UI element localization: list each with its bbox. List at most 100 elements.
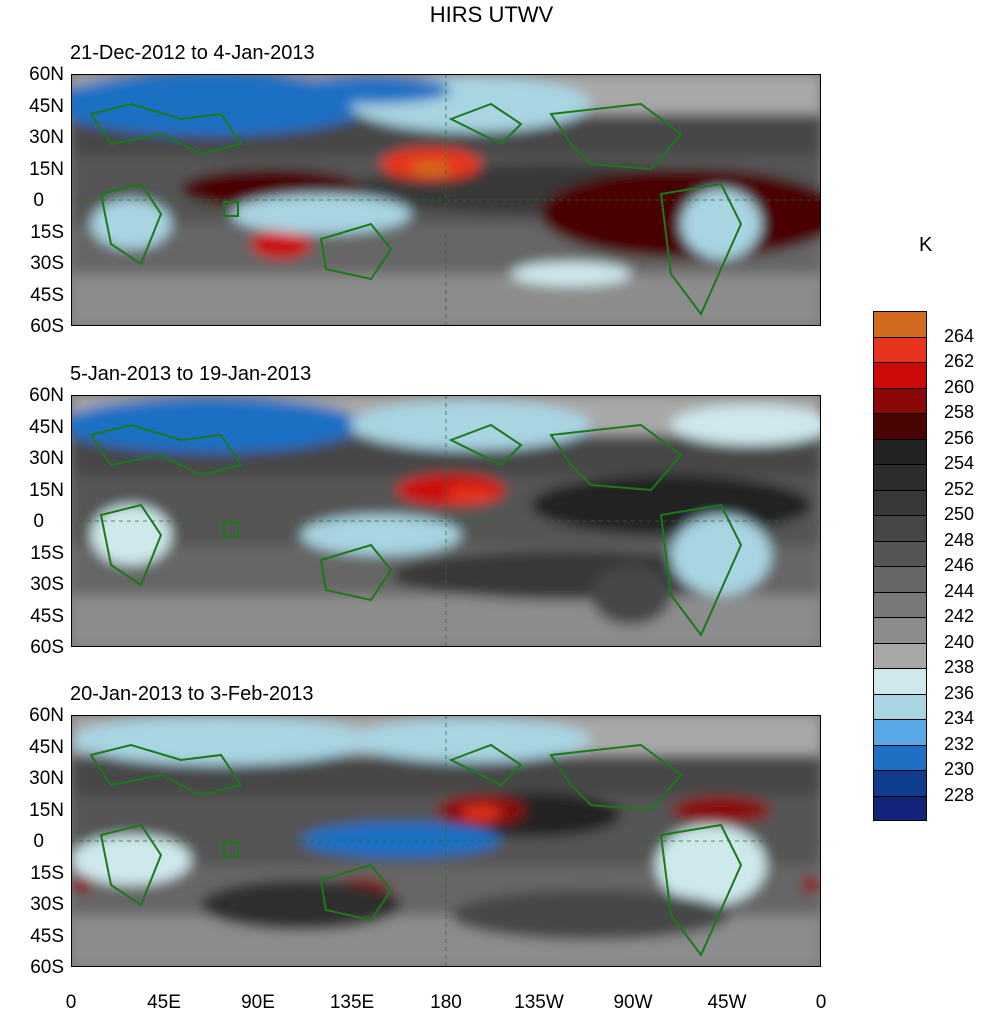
coastline <box>89 102 243 156</box>
coastline <box>448 743 523 787</box>
panel-2-subtitle: 5-Jan-2013 to 19-Jan-2013 <box>70 363 312 385</box>
lat-label: 0 <box>33 831 44 852</box>
colorbar-box <box>873 719 927 745</box>
map-panel-3 <box>71 715 821 967</box>
colorbar-label: 262 <box>944 351 975 371</box>
map-frame-3 <box>71 715 821 967</box>
region-box <box>223 842 239 858</box>
field-blob <box>451 890 731 940</box>
coastline <box>448 423 523 467</box>
colorbar-box <box>873 642 927 668</box>
field-blob <box>71 397 361 453</box>
lat-label: 30N <box>29 127 64 148</box>
lat-label: 15S <box>30 543 64 564</box>
contour-field <box>71 74 821 326</box>
colorbar-box <box>873 464 927 490</box>
colorbar-label: 250 <box>944 504 975 524</box>
field-blob <box>71 877 91 893</box>
colorbar-box <box>873 591 927 617</box>
colorbar-box <box>873 668 927 694</box>
map-frame-1 <box>71 74 821 326</box>
lon-label: 90E <box>241 992 275 1013</box>
colorbar-label: 230 <box>944 759 975 779</box>
lat-label: 45N <box>29 417 64 438</box>
map-panel-2 <box>71 395 821 647</box>
lon-label: 45W <box>707 992 747 1013</box>
field-blob <box>231 194 411 234</box>
field-blob <box>671 405 821 445</box>
colorbar-box <box>873 336 927 362</box>
lat-label: 60N <box>29 385 64 406</box>
map-frame-2 <box>71 395 821 647</box>
field-blob <box>801 877 821 893</box>
colorbar-label: 246 <box>944 555 975 575</box>
field-blob <box>351 400 591 450</box>
field-blob <box>291 76 451 104</box>
colorbar-label: 258 <box>944 402 975 422</box>
field-blob <box>681 189 761 259</box>
lat-label: 60N <box>29 705 64 726</box>
colorbar-box <box>873 617 927 643</box>
colorbar-label: 238 <box>944 657 975 677</box>
colorbar-label: 236 <box>944 683 975 703</box>
coastline <box>99 823 163 907</box>
contour-map-3 <box>71 715 821 967</box>
lon-label: 0 <box>815 992 827 1013</box>
field-blob <box>71 715 371 765</box>
coastline <box>659 503 743 637</box>
coastline <box>549 423 683 492</box>
coastline <box>448 102 523 146</box>
lon-label: 135E <box>329 992 375 1013</box>
lat-label: 60S <box>30 316 64 337</box>
lat-label: 15S <box>30 863 64 884</box>
colorbar-label: 244 <box>944 581 975 601</box>
field-blob <box>71 835 191 885</box>
field-blob <box>671 515 771 595</box>
field-blob <box>301 822 501 858</box>
colorbar-label: 254 <box>944 453 975 473</box>
region-box <box>223 201 239 217</box>
lat-label: 45S <box>30 606 64 627</box>
colorbar <box>873 311 927 821</box>
lat-label: 30S <box>30 894 64 915</box>
lat-label: 0 <box>33 511 44 532</box>
coastline <box>89 743 243 797</box>
coastline <box>659 823 743 957</box>
colorbar-box <box>873 387 927 413</box>
colorbar-label: 252 <box>944 479 975 499</box>
coastline <box>549 102 683 171</box>
lat-label: 45S <box>30 926 64 947</box>
colorbar-label: 260 <box>944 377 975 397</box>
lat-label: 30S <box>30 574 64 595</box>
contour-map-2 <box>71 395 821 647</box>
lat-label: 15N <box>29 480 64 501</box>
lat-label: 15N <box>29 800 64 821</box>
lon-label: 135W <box>514 992 564 1013</box>
colorbar-label: 234 <box>944 708 975 728</box>
field-blob <box>591 565 671 625</box>
colorbar-box <box>873 770 927 796</box>
colorbar-box <box>873 693 927 719</box>
colorbar-label: 232 <box>944 734 975 754</box>
field-blob <box>301 515 461 555</box>
coastline <box>99 503 163 587</box>
lon-label: 180 <box>430 992 462 1013</box>
map-panel-1 <box>71 74 821 326</box>
field-blob <box>201 880 401 930</box>
colorbar-unit-label: K <box>919 234 933 256</box>
lat-label: 45S <box>30 285 64 306</box>
field-blob <box>671 796 771 824</box>
coastline <box>549 743 683 812</box>
colorbar-label: 248 <box>944 530 975 550</box>
figure-title: HIRS UTWV <box>429 2 554 27</box>
lat-label: 60N <box>29 64 64 85</box>
colorbar-box <box>873 515 927 541</box>
contour-field <box>71 715 821 967</box>
colorbar-box <box>873 744 927 770</box>
coastline <box>659 182 743 316</box>
lon-label: 45E <box>147 992 181 1013</box>
colorbar-label: 240 <box>944 632 975 652</box>
colorbar-box <box>873 438 927 464</box>
field-blob <box>251 229 311 259</box>
lat-label: 15N <box>29 159 64 180</box>
